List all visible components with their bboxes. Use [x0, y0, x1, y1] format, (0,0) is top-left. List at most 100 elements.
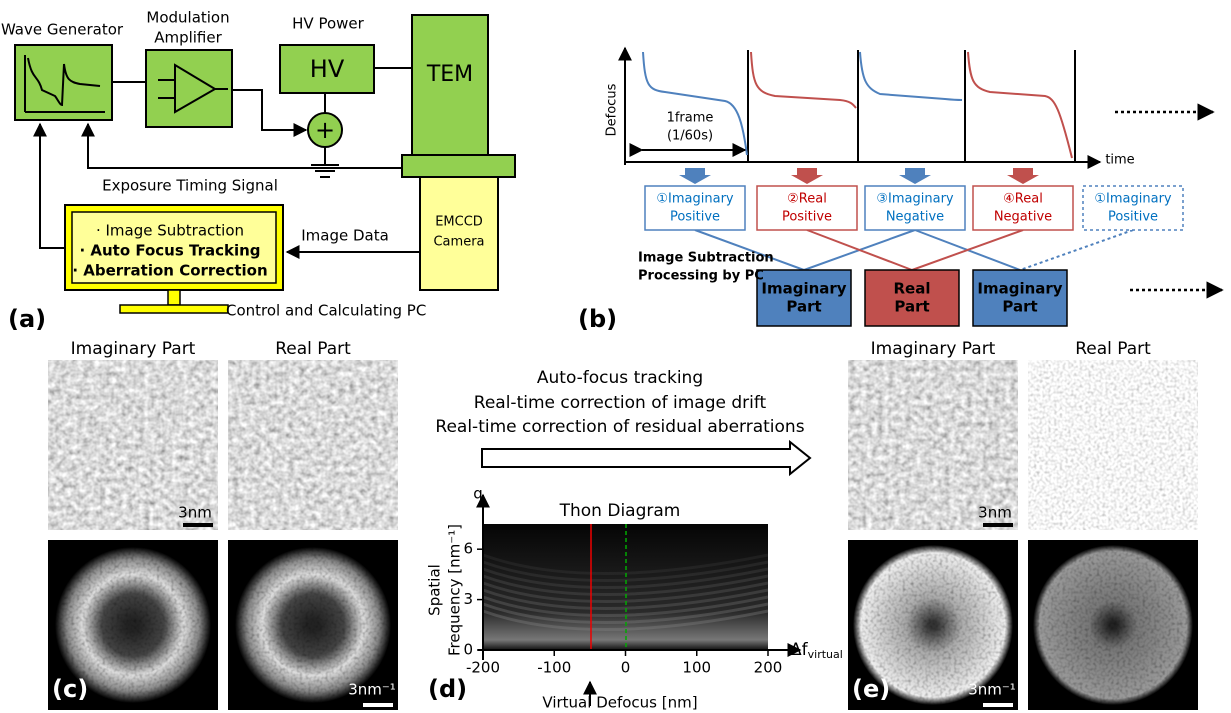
part-box [756, 269, 852, 327]
process-text: Auto-focus tracking [537, 368, 703, 388]
scale-bar [363, 703, 393, 707]
fft [48, 540, 398, 710]
arrow [232, 89, 308, 137]
panel-label: (d) [428, 675, 467, 703]
frame-arrow [791, 168, 823, 184]
thon-fringe [482, 560, 769, 582]
micrograph [848, 360, 1018, 530]
part-box-text: Real [894, 280, 931, 298]
frame-text: (1/60s) [667, 129, 713, 144]
axis-label: Defocus [605, 83, 620, 136]
panel-e: Imaginary Part Real Part 3nm 3nm⁻¹ (e) [848, 339, 1198, 710]
pc-task: · Image Subtraction [96, 222, 244, 240]
panel-label: (c) [52, 675, 88, 703]
part-box-text: Part [1002, 298, 1037, 316]
y-label: Spatial [426, 564, 444, 616]
connection [694, 229, 805, 271]
camera-text: EMCCD [435, 215, 483, 230]
frame-text: 1frame [667, 111, 714, 126]
part-box [864, 269, 960, 327]
thon-fringe [482, 602, 769, 624]
defocus-curve [750, 51, 857, 109]
thon-fringe [482, 581, 769, 603]
timing-label: Exposure Timing Signal [102, 177, 278, 195]
thon-fringe [482, 567, 769, 589]
defocus-curve [859, 51, 963, 101]
defocus-curve [967, 51, 1073, 159]
panel-a: Wave Generator Modulation Amplifier HV P… [1, 9, 516, 333]
processing-text: Processing by PC [638, 269, 764, 284]
process-text: Real-time correction of image drift [474, 393, 767, 413]
micrograph [48, 360, 218, 530]
panel-label: (a) [8, 305, 46, 333]
camera-text: Camera [433, 235, 484, 250]
x-tick-label: -200 [466, 659, 500, 677]
panel-label: (e) [852, 675, 890, 703]
frame-box-text: ④Real [1003, 192, 1043, 207]
fft-noise [853, 545, 1013, 705]
arrow [81, 122, 402, 169]
hv-text: HV [310, 55, 345, 83]
wave-generator-label: Wave Generator [1, 21, 124, 39]
amplifier-label: Modulation [146, 9, 229, 27]
x-tick-label: -100 [537, 659, 571, 677]
image-title: Real Part [1075, 339, 1151, 359]
frame-boxes: ①Imaginary Positive ②Real Positive ③Imaginar… [644, 168, 1184, 327]
processing-text: Image Subtraction [638, 251, 774, 266]
frame-box-text: ①Imaginary [1094, 192, 1172, 207]
pc-label: Control and Calculating PC [226, 302, 426, 320]
x-tick-label: 200 [754, 659, 783, 677]
panel-label: (b) [578, 305, 617, 333]
frame-box-text: Positive [670, 210, 720, 225]
thon-fringe [482, 574, 769, 596]
pc-task: · Auto Focus Tracking [79, 242, 260, 260]
frame-box-text: ③Imaginary [876, 192, 954, 207]
thon-fringe [482, 595, 769, 617]
part-box-text: Part [894, 298, 929, 316]
scale-bar [983, 523, 1013, 527]
panel-b: Defocus time 1frame (1/60s) ①Imaginary Po… [578, 46, 1224, 333]
pc-stand [167, 289, 181, 306]
frame-arrow [679, 168, 711, 184]
hv-power-label: HV Power [292, 15, 364, 33]
frame-box-text: Positive [782, 210, 832, 225]
pc-base [119, 304, 229, 314]
fft-noise [55, 547, 211, 703]
pc-task: · Aberration Correction [72, 262, 267, 280]
wires [112, 67, 412, 178]
scale-text: 3nm [978, 504, 1012, 522]
part-box-text: Imaginary [977, 280, 1062, 298]
pc-screen [71, 211, 277, 284]
image-title: Imaginary Part [71, 339, 196, 359]
panel-d: Thon Diagram q Spatial Frequency [nm⁻¹] … [426, 485, 843, 712]
frame-box-text: ①Imaginary [656, 192, 734, 207]
scale-text: 3nm⁻¹ [968, 681, 1016, 699]
frame-box [644, 185, 746, 231]
fft-noise [235, 547, 391, 703]
amplifier-symbol [158, 63, 228, 114]
process-text: Real-time correction of residual aberrat… [435, 417, 804, 437]
part-box-text: Part [786, 298, 821, 316]
frame-arrow [1007, 168, 1039, 184]
image-data-label: Image Data [301, 227, 389, 245]
scale-text: 3nm [178, 504, 212, 522]
x-tick-label: 0 [621, 659, 631, 677]
axis-label: time [1105, 153, 1134, 168]
frame-box-text: ②Real [787, 192, 827, 207]
frame-box [1082, 185, 1184, 231]
thon-fringe [482, 609, 769, 631]
frame-arrow [899, 168, 931, 184]
frame-box-text: Negative [994, 210, 1052, 225]
frame-box [756, 185, 858, 231]
frame-box-text: Negative [886, 210, 944, 225]
image-title: Real Part [275, 339, 351, 359]
image-title: Imaginary Part [871, 339, 996, 359]
micrograph [228, 360, 398, 530]
adder-text: + [315, 116, 335, 144]
tem-base [401, 154, 516, 178]
connection [911, 229, 1024, 271]
part-box [972, 269, 1068, 327]
x-tick-label: 100 [682, 659, 711, 677]
panel-c: Imaginary Part Real Part 3nm 3nm⁻¹ (c) [48, 339, 398, 710]
scale-bar [983, 703, 1013, 707]
